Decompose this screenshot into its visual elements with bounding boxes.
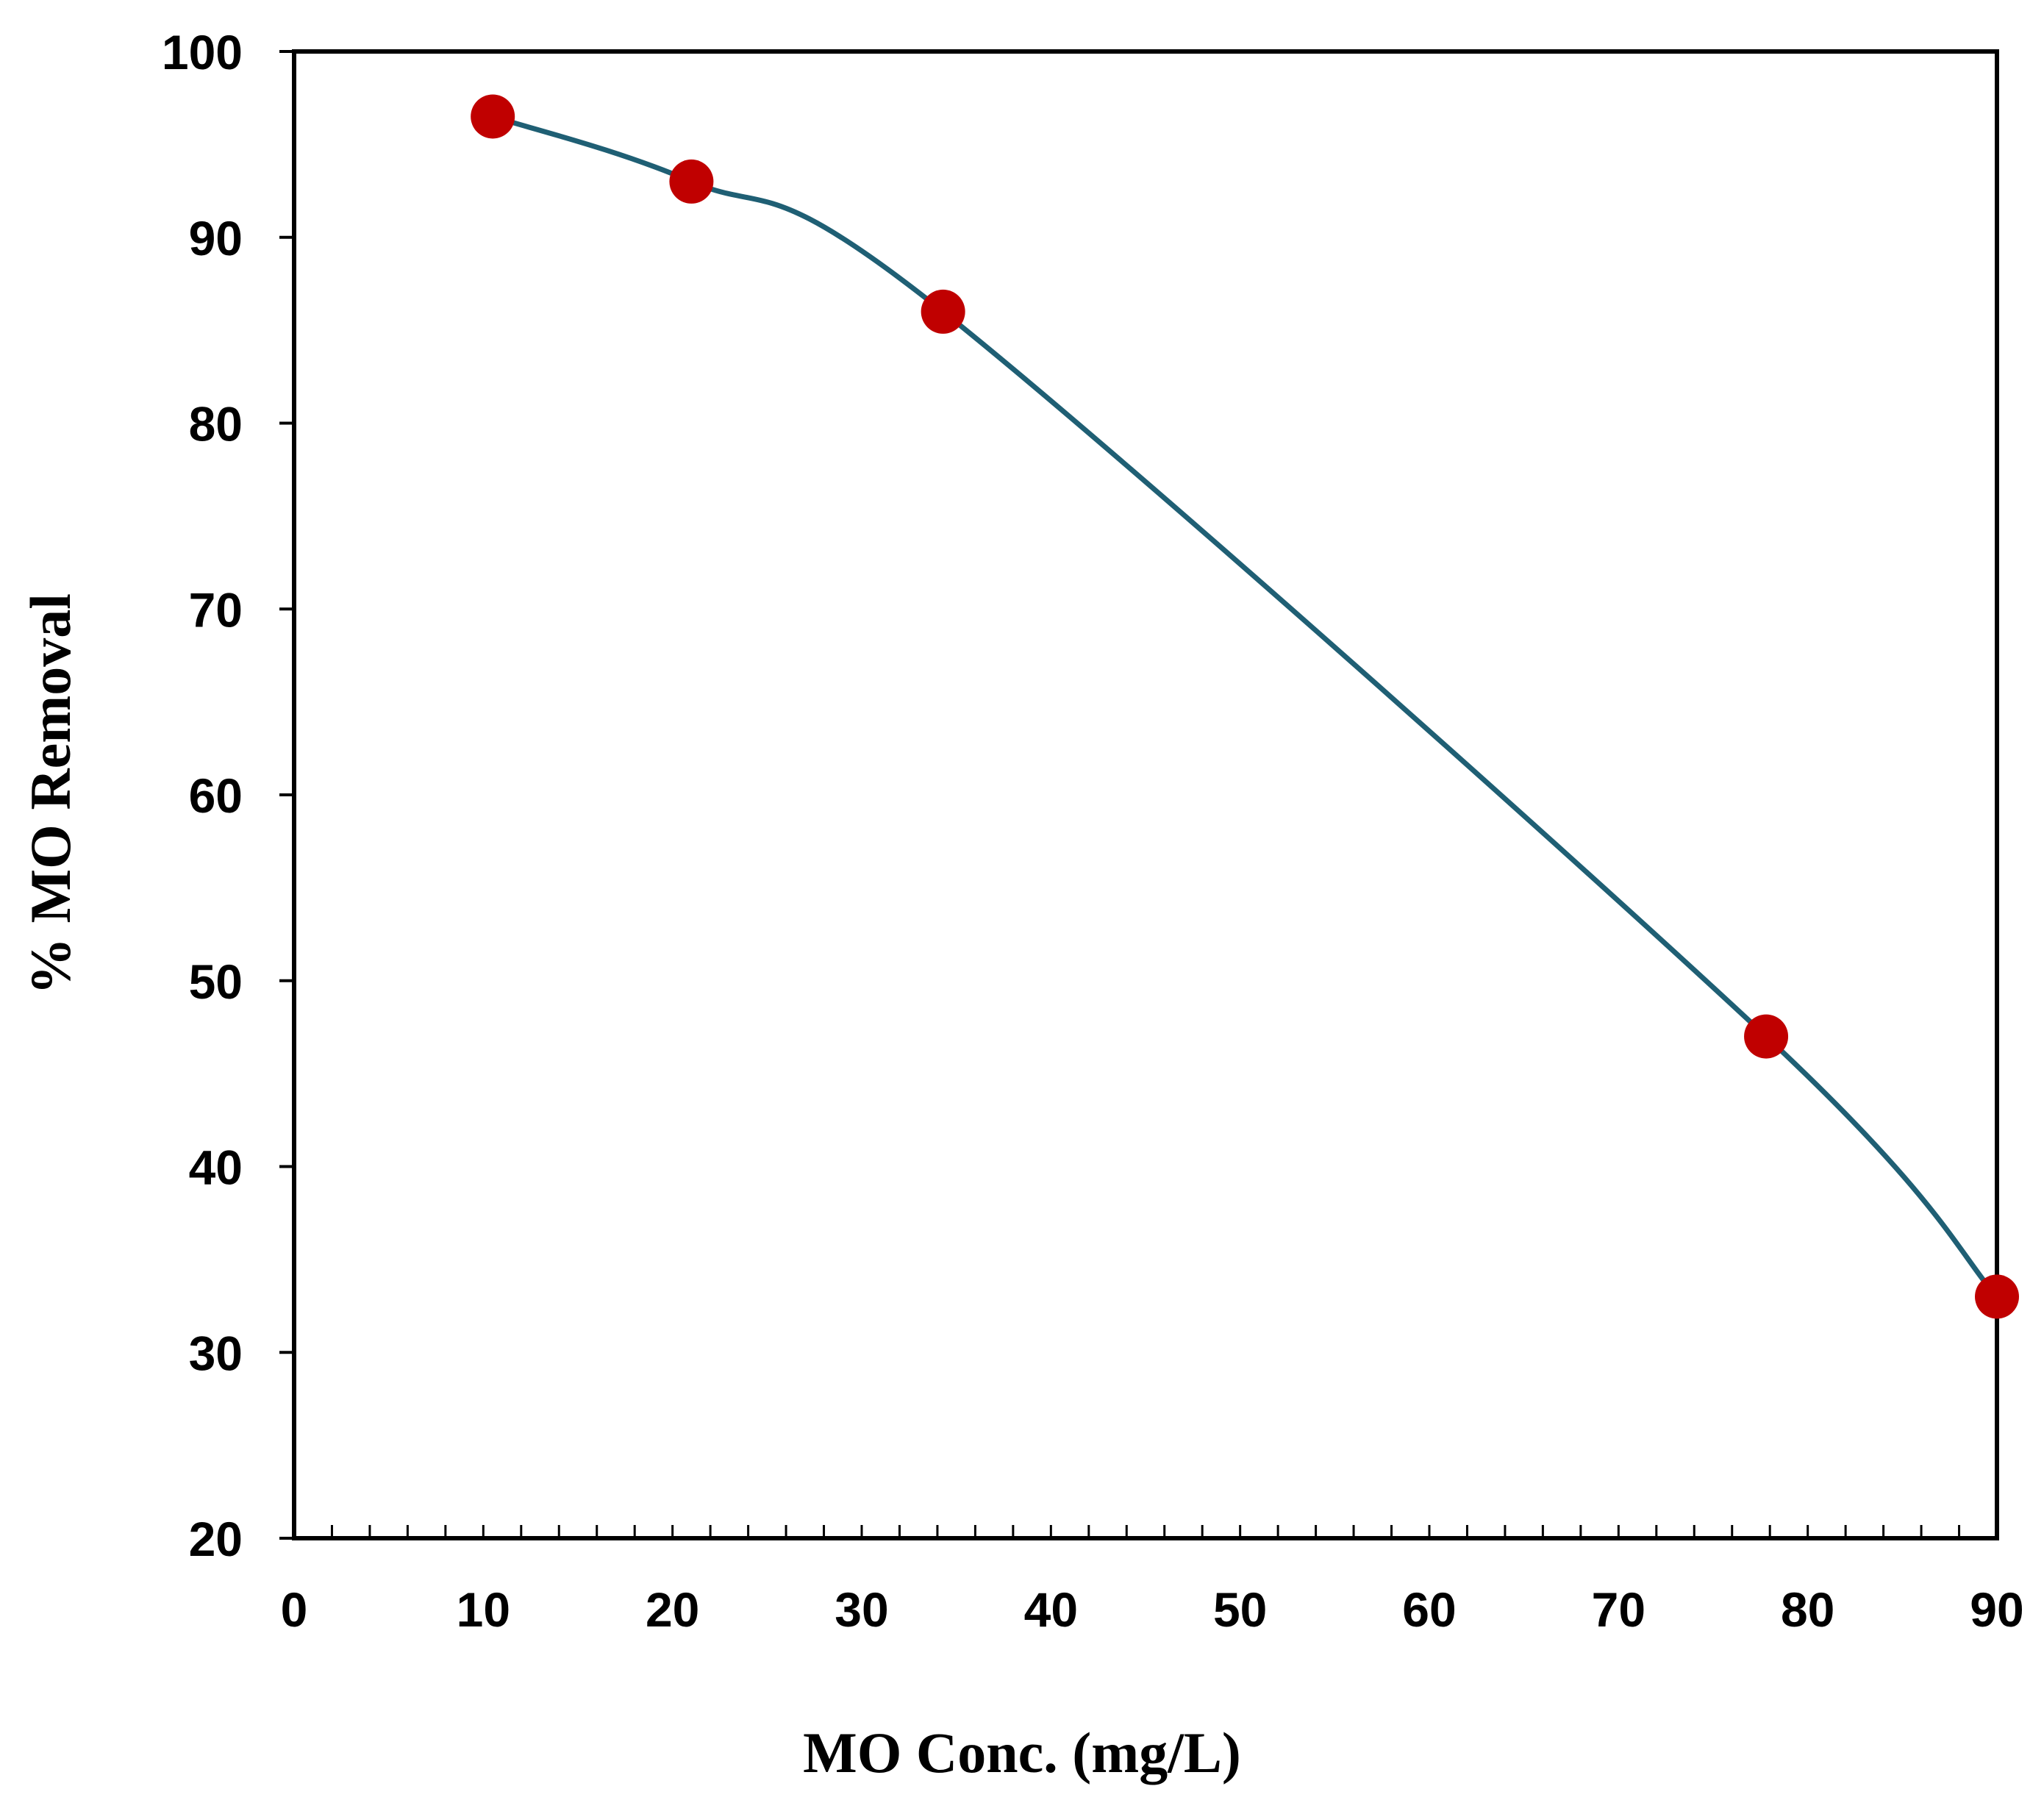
y-tick-label: 60 bbox=[189, 768, 243, 823]
y-tick-label: 80 bbox=[189, 397, 243, 451]
x-tick-labels: 0 10 20 30 40 50 60 70 80 90 bbox=[281, 1582, 2024, 1637]
y-tick-label: 20 bbox=[189, 1512, 243, 1566]
data-point bbox=[1744, 1014, 1789, 1059]
x-tick-label: 40 bbox=[1024, 1582, 1078, 1637]
series-line bbox=[490, 113, 2000, 1299]
y-tick-label: 50 bbox=[189, 954, 243, 1009]
data-point bbox=[669, 159, 714, 204]
x-tick-label: 60 bbox=[1402, 1582, 1456, 1637]
data-point bbox=[1975, 1274, 2019, 1319]
y-axis-title: % MO Removal bbox=[18, 593, 82, 995]
x-tick-label: 70 bbox=[1592, 1582, 1645, 1637]
x-tick-label: 20 bbox=[646, 1582, 699, 1637]
x-tick-label: 80 bbox=[1781, 1582, 1834, 1637]
data-points bbox=[471, 94, 2019, 1319]
x-minor-ticks bbox=[330, 1525, 1961, 1538]
x-tick-label: 90 bbox=[1970, 1582, 2023, 1637]
x-tick-label: 30 bbox=[835, 1582, 888, 1637]
y-tick-label: 30 bbox=[189, 1326, 243, 1380]
y-tick-labels: 20 30 40 50 60 70 80 90 100 bbox=[162, 25, 243, 1566]
y-tick-label: 100 bbox=[162, 25, 243, 79]
y-tick-label: 90 bbox=[189, 211, 243, 265]
x-tick-label: 50 bbox=[1213, 1582, 1267, 1637]
data-point bbox=[471, 94, 515, 139]
x-tick-label: 10 bbox=[457, 1582, 510, 1637]
y-tick-label: 40 bbox=[189, 1140, 243, 1195]
x-axis-title: MO Conc. (mg/L) bbox=[803, 1721, 1241, 1785]
y-tick-label: 70 bbox=[189, 582, 243, 637]
x-tick-label: 0 bbox=[281, 1582, 308, 1637]
plot-frame bbox=[292, 49, 1999, 1540]
data-point bbox=[921, 289, 965, 334]
y-ticks bbox=[279, 50, 294, 1540]
